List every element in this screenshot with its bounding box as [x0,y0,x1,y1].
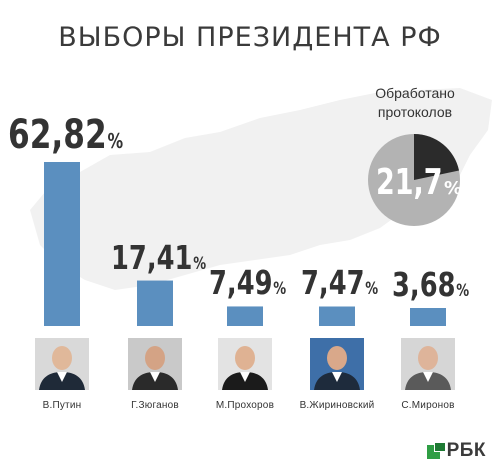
portrait-zhirinovsky-photo [310,338,364,390]
portrait-prokhorov-photo [218,338,272,390]
rbc-logo-icon [426,443,445,459]
value-label: 7,47% [301,263,378,302]
portrait-putin-photo [35,338,89,390]
portrait-icon [128,338,182,390]
processed-label-line2: протоколов [377,104,453,120]
portrait-mironov-photo [401,338,455,390]
value-label: 7,49% [209,263,286,302]
portrait-zyuganov-photo [128,338,182,390]
bar-2 [137,280,173,326]
processed-label-line1: Обработано [375,85,455,101]
candidate-name: С.Миронов [401,400,455,411]
bar-1 [44,162,80,326]
value-number: 3,68 [391,265,456,304]
pie-value-label: 21,7 [376,160,443,203]
value-number: 62,82 [8,112,107,158]
percent-sign: % [364,279,378,299]
candidate-name: М.Прохоров [215,400,275,411]
bar-3 [227,306,263,326]
portrait-icon [218,338,272,390]
percent-sign: % [107,129,124,153]
portrait-icon [310,338,364,390]
candidate-name: В.Путин [42,400,82,411]
candidate-name: В.Жириновский [299,400,375,411]
value-label: 62,82% [8,112,123,158]
portrait-icon [401,338,455,390]
page-title: ВЫБОРЫ ПРЕЗИДЕНТА РФ [58,22,442,53]
pie-percent-sign: % [444,178,462,199]
percent-sign: % [192,253,206,273]
pie-processed-slice [414,134,460,180]
percent-sign: % [455,281,469,300]
candidate-name: Г.Зюганов [131,400,179,411]
value-number: 7,47 [300,263,365,303]
bar-5 [410,308,446,326]
bar-4 [319,306,355,326]
map-shape [30,88,492,290]
rbc-logo: РБК [425,440,486,462]
value-number: 7,49 [208,263,273,303]
russia-map-silhouette [30,88,492,290]
value-label: 17,41% [111,238,206,277]
portrait-icon [35,338,89,390]
rbc-logo-text: РБК [446,440,486,461]
value-number: 17,41 [110,237,193,277]
value-label: 3,68% [392,265,469,304]
percent-sign: % [272,279,286,299]
processed-label: Обработано протоколов [360,84,470,122]
